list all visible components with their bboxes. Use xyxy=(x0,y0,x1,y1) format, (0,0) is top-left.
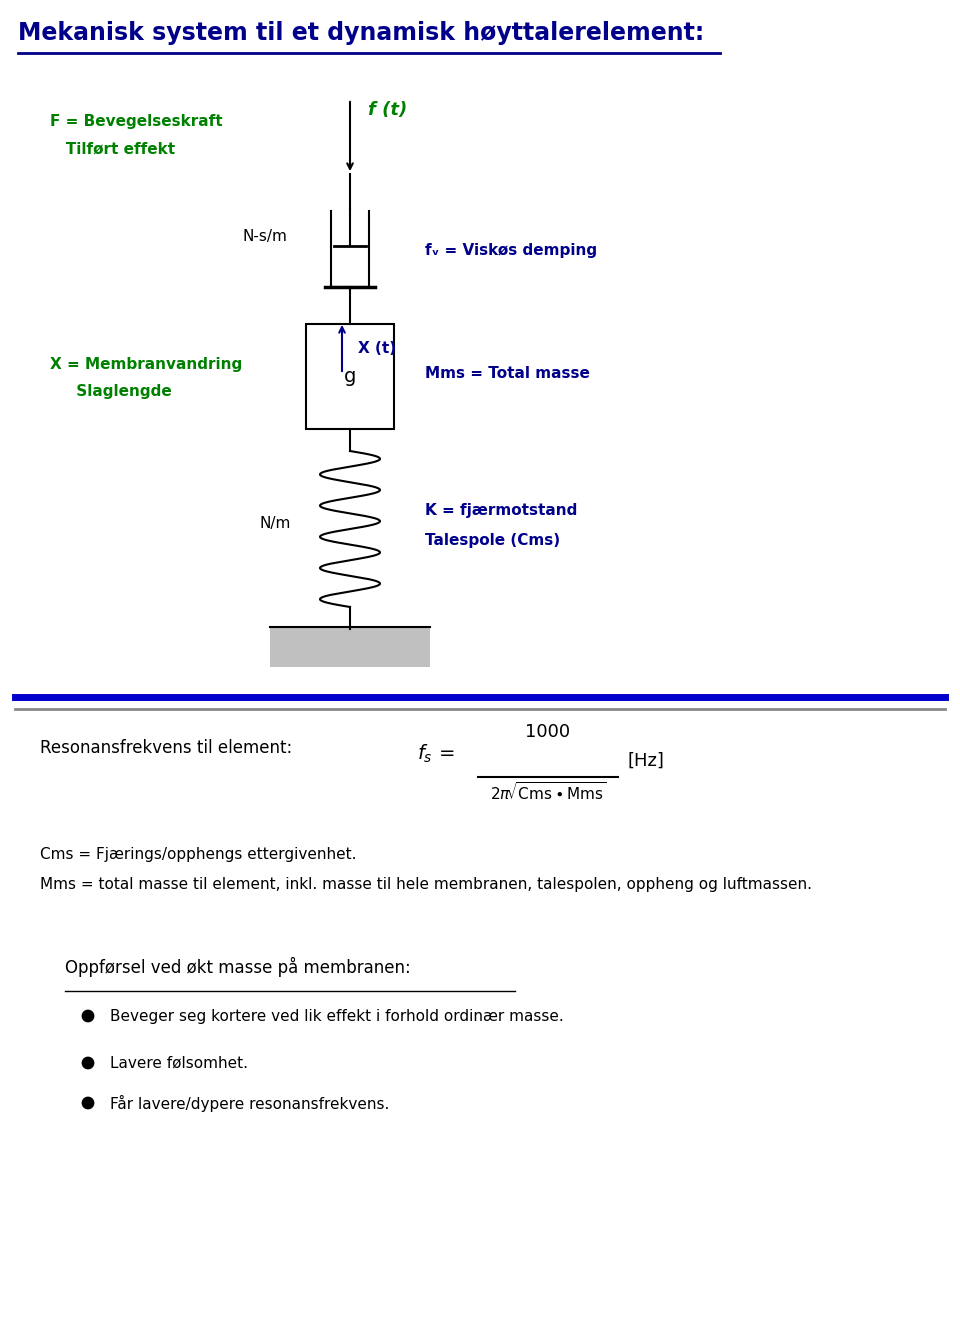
Circle shape xyxy=(83,1010,94,1022)
Text: Mekanisk system til et dynamisk høyttalerelement:: Mekanisk system til et dynamisk høyttale… xyxy=(18,21,705,45)
Text: N/m: N/m xyxy=(259,517,291,532)
Text: X = Membranvandring: X = Membranvandring xyxy=(50,358,242,372)
Circle shape xyxy=(83,1058,94,1069)
Bar xyxy=(270,627,430,667)
Text: Oppførsel ved økt masse på membranen:: Oppførsel ved økt masse på membranen: xyxy=(65,957,411,977)
Text: X (t): X (t) xyxy=(358,342,396,356)
Text: Talespole (Cms): Talespole (Cms) xyxy=(425,533,560,549)
Text: [Hz]: [Hz] xyxy=(628,752,665,769)
Text: Lavere følsomhet.: Lavere følsomhet. xyxy=(110,1055,248,1070)
Text: 1000: 1000 xyxy=(525,723,570,742)
Text: Slaglengde: Slaglengde xyxy=(50,384,172,399)
Text: f (t): f (t) xyxy=(368,101,407,120)
Text: $f_s\,=$: $f_s\,=$ xyxy=(418,743,455,766)
Text: Får lavere/dypere resonansfrekvens.: Får lavere/dypere resonansfrekvens. xyxy=(110,1095,390,1111)
Text: Beveger seg kortere ved lik effekt i forhold ordinær masse.: Beveger seg kortere ved lik effekt i for… xyxy=(110,1009,564,1023)
Bar xyxy=(306,324,394,429)
Text: fᵥ = Viskøs demping: fᵥ = Viskøs demping xyxy=(425,243,597,259)
Circle shape xyxy=(83,1098,94,1108)
Text: Mms = total masse til element, inkl. masse til hele membranen, talespolen, opphe: Mms = total masse til element, inkl. mas… xyxy=(40,877,812,892)
Text: g: g xyxy=(344,367,356,385)
Text: N-s/m: N-s/m xyxy=(243,230,287,245)
Text: Tilført effekt: Tilført effekt xyxy=(50,141,175,155)
Text: $2\pi\!\sqrt{\mathrm{Cms}\bullet\mathrm{Mms}}$: $2\pi\!\sqrt{\mathrm{Cms}\bullet\mathrm{… xyxy=(490,781,607,803)
Text: Mms = Total masse: Mms = Total masse xyxy=(425,367,589,381)
Text: Cms = Fjærings/opphengs ettergivenhet.: Cms = Fjærings/opphengs ettergivenhet. xyxy=(40,847,356,863)
Text: F = Bevegelseskraft: F = Bevegelseskraft xyxy=(50,114,223,129)
Text: K = fjærmotstand: K = fjærmotstand xyxy=(425,504,577,518)
Text: Resonansfrekvens til element:: Resonansfrekvens til element: xyxy=(40,739,292,758)
